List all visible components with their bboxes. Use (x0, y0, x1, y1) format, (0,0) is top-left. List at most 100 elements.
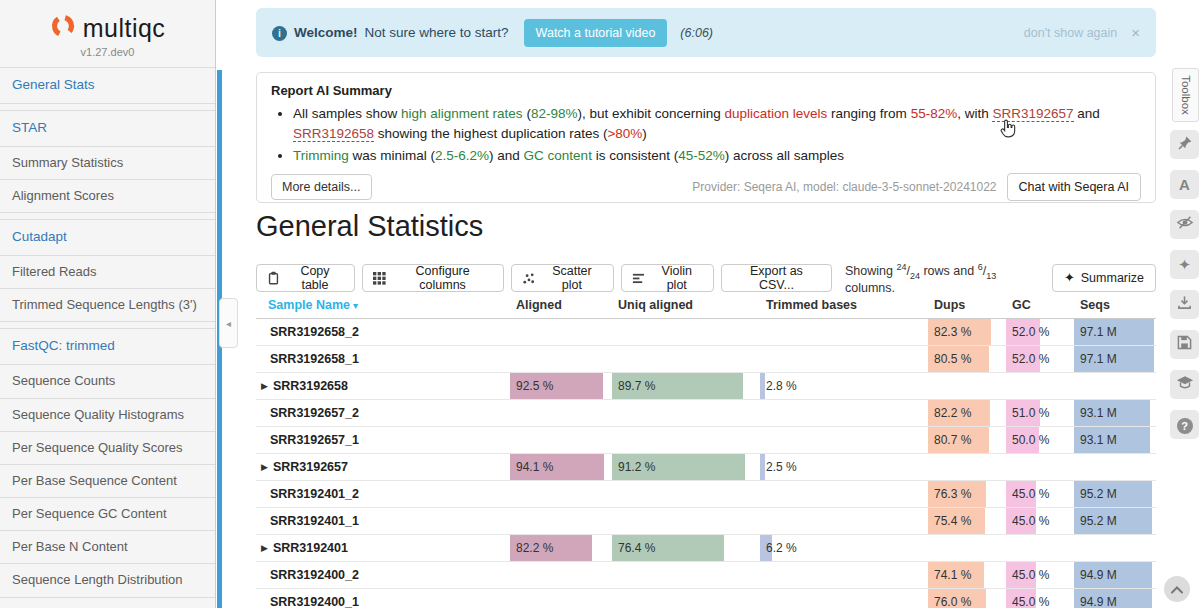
trimmed-cell (760, 400, 926, 426)
dups-cell (928, 373, 1004, 399)
toolbox-help-button[interactable]: ? (1170, 410, 1199, 439)
configure-columns-button[interactable]: Configure columns (362, 264, 504, 292)
toolbox-highlight-button[interactable]: A (1170, 170, 1199, 199)
trimmed-cell (760, 346, 926, 372)
toolbox-tab[interactable]: Toolbox (1172, 68, 1199, 122)
table-row[interactable]: SRR3192658_282.3 %52.0 %97.1 M (256, 319, 1156, 346)
sidebar-item[interactable]: Sequence Length Distribution (0, 563, 215, 596)
sample-name-cell[interactable]: SRR3192401_2 (256, 481, 510, 507)
summarize-button[interactable]: ✦ Summarize (1052, 264, 1156, 292)
sidebar-item[interactable]: Filtered Reads (0, 255, 215, 288)
dups-cell: 74.1 % (928, 562, 1004, 588)
table-row[interactable]: SRR3192400_274.1 %45.0 %94.9 M (256, 562, 1156, 589)
seqs-cell: 97.1 M (1074, 319, 1156, 345)
toolbox-save-button[interactable] (1170, 330, 1199, 359)
column-header-gc[interactable]: GC (1006, 292, 1074, 319)
sample-name-cell[interactable]: SRR3192400_2 (256, 562, 510, 588)
toolbox-tutorial-button[interactable] (1170, 370, 1199, 399)
table-row[interactable]: ▶SRR319240182.2 %76.4 %6.2 % (256, 535, 1156, 562)
toolbox-download-button[interactable] (1170, 290, 1199, 319)
table-row[interactable]: SRR3192657_1 80.7 %50.0 %93.1 M (256, 427, 1156, 454)
sample-name-cell[interactable]: ▶SRR3192657 (256, 454, 510, 480)
hide-samples-icon (1176, 215, 1194, 234)
sidebar-item[interactable]: Per Base Sequence Content (0, 464, 215, 497)
sample-link[interactable]: SRR3192658 (293, 126, 374, 142)
ai-summary-bullet: All samples show high alignment rates (8… (293, 104, 1141, 143)
table-row[interactable]: ▶SRR319265794.1 %91.2 %2.5 % (256, 454, 1156, 481)
scroll-to-top-button[interactable] (1164, 576, 1190, 602)
uniq-cell (612, 346, 758, 372)
sidebar-item[interactable]: Per Sequence GC Content (0, 497, 215, 530)
dont-show-again-link[interactable]: don't show again (1024, 26, 1117, 40)
toolbox-ai-button[interactable]: ✦ (1170, 250, 1199, 279)
video-duration: (6:06) (680, 26, 713, 40)
sample-name-cell[interactable]: SRR3192658_1 (256, 346, 510, 372)
ai-icon: ✦ (1178, 256, 1191, 274)
dups-cell: 80.7 % (928, 427, 1004, 453)
sidebar: multiqc v1.27.dev0 General StatsSTARSumm… (0, 0, 216, 608)
column-header-uniq[interactable]: Uniq aligned (612, 292, 760, 319)
sidebar-item[interactable]: Cutadapt (0, 219, 215, 255)
copy-table-button[interactable]: Copy table (256, 264, 355, 292)
column-header-seqs[interactable]: Seqs (1074, 292, 1158, 319)
uniq-cell (612, 589, 758, 608)
table-row[interactable]: SRR3192658_180.5 %52.0 %97.1 M (256, 346, 1156, 373)
trimmed-cell (760, 427, 926, 453)
seqs-cell: 93.1 M (1074, 427, 1156, 453)
column-header-aligned[interactable]: Aligned (510, 292, 612, 319)
more-details-button[interactable]: More details... (271, 174, 372, 200)
sample-name-cell[interactable]: SRR3192401_1 (256, 508, 510, 534)
welcome-banner: i Welcome! Not sure where to start? Watc… (256, 8, 1156, 57)
watch-tutorial-button[interactable]: Watch a tutorial video (524, 19, 668, 47)
uniq-cell (612, 508, 758, 534)
column-header-dups[interactable]: Dups (928, 292, 1006, 319)
sample-name-cell[interactable]: SRR3192658_2 (256, 319, 510, 345)
sidebar-item[interactable]: Sequence Duplication Levels (0, 597, 215, 608)
table-row[interactable]: SRR3192400_176.0 %45.0 %94.9 M (256, 589, 1156, 608)
aligned-cell (510, 562, 610, 588)
sidebar-item[interactable]: Per Base N Content (0, 530, 215, 563)
sidebar-item[interactable]: Sequence Counts (0, 364, 215, 397)
dups-cell: 76.0 % (928, 589, 1004, 608)
seqs-cell: 95.2 M (1074, 508, 1156, 534)
welcome-bold: Welcome! (294, 25, 358, 40)
general-stats-table: Sample Name▾AlignedUniq alignedTrimmed b… (256, 292, 1156, 608)
gc-cell: 50.0 % (1006, 427, 1072, 453)
export-as-csv-button[interactable]: Export as CSV... (721, 264, 832, 292)
toolbox-hide-samples-button[interactable] (1170, 210, 1199, 239)
sample-name-cell[interactable]: SRR3192657_2 (256, 400, 510, 426)
column-header-name[interactable]: Sample Name▾ (256, 292, 510, 319)
gc-cell (1006, 454, 1072, 480)
toolbox-pin-button[interactable] (1170, 130, 1199, 159)
sample-name-cell[interactable]: SRR3192657_1 (256, 427, 510, 453)
sidebar-item[interactable]: Sequence Quality Histograms (0, 398, 215, 431)
violin-plot-button[interactable]: Violin plot (621, 264, 714, 292)
sidebar-item[interactable]: Trimmed Sequence Lengths (3') (0, 288, 215, 322)
gc-cell: 52.0 % (1006, 319, 1072, 345)
close-icon[interactable]: × (1131, 24, 1140, 41)
gc-cell: 45.0 % (1006, 481, 1072, 507)
table-row[interactable]: SRR3192401_175.4 %45.0 %95.2 M (256, 508, 1156, 535)
table-row[interactable]: ▶SRR319265892.5 %89.7 %2.8 % (256, 373, 1156, 400)
sidebar-item[interactable]: Alignment Scores (0, 179, 215, 213)
sample-name-cell[interactable]: ▶SRR3192401 (256, 535, 510, 561)
chat-seqera-button[interactable]: Chat with Seqera AI (1007, 173, 1141, 201)
violin-icon (632, 272, 645, 285)
sidebar-item[interactable]: Per Sequence Quality Scores (0, 431, 215, 464)
scatter-plot-button[interactable]: Scatter plot (511, 264, 613, 292)
sidebar-item[interactable]: STAR (0, 110, 215, 146)
aligned-cell (510, 427, 610, 453)
sample-name-cell[interactable]: SRR3192400_1 (256, 589, 510, 608)
sample-name-cell[interactable]: ▶SRR3192658 (256, 373, 510, 399)
sidebar-item[interactable]: General Stats (0, 68, 215, 104)
gc-cell: 45.0 % (1006, 562, 1072, 588)
column-header-trimmed[interactable]: Trimmed bases (760, 292, 928, 319)
sidebar-collapse-handle[interactable]: ◂ (219, 298, 238, 348)
sidebar-item[interactable]: Summary Statistics (0, 146, 215, 179)
trimmed-cell (760, 562, 926, 588)
sample-link[interactable]: SRR3192657 (992, 106, 1073, 122)
table-row[interactable]: SRR3192401_276.3 %45.0 %95.2 M (256, 481, 1156, 508)
table-row[interactable]: SRR3192657_282.2 %51.0 %93.1 M (256, 400, 1156, 427)
gc-cell: 51.0 % (1006, 400, 1072, 426)
sidebar-item[interactable]: FastQC: trimmed (0, 328, 215, 364)
